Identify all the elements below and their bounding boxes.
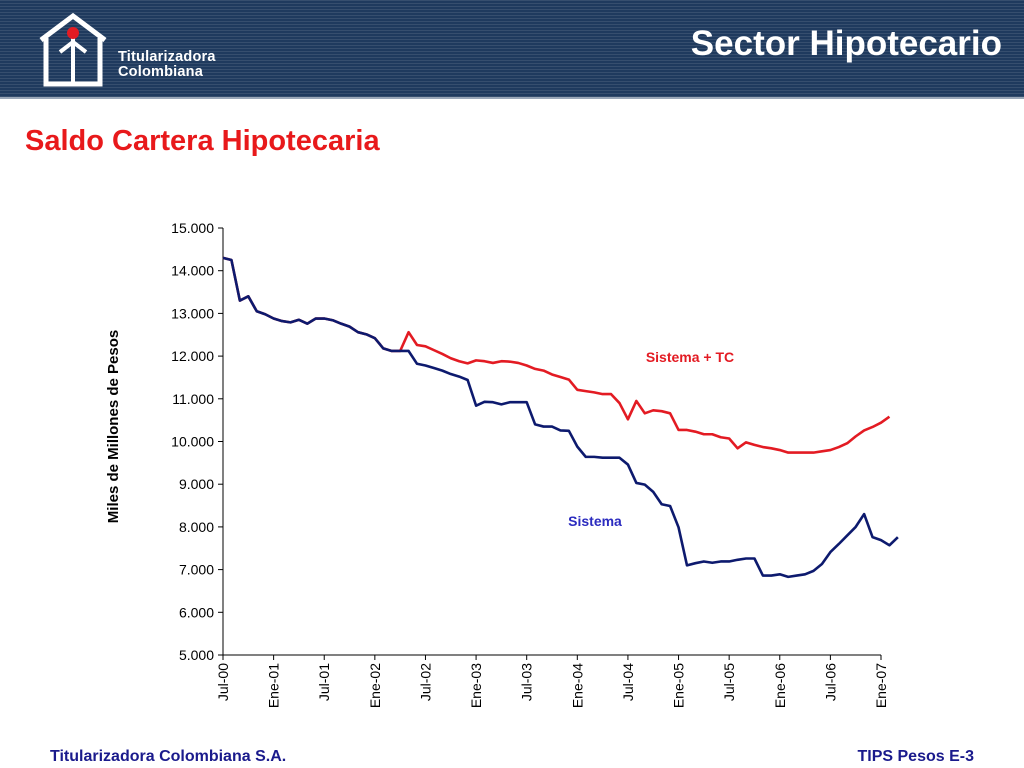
y-axis-title: Miles de Millones de Pesos xyxy=(105,330,122,523)
footer-company: Titularizadora Colombiana S.A. xyxy=(50,748,287,765)
y-tick-label: 7.000 xyxy=(179,562,214,578)
x-tick-label: Ene-05 xyxy=(671,663,687,708)
x-tick-label: Ene-07 xyxy=(873,663,889,708)
page-title: Saldo Cartera Hipotecaria xyxy=(25,125,380,157)
x-tick-label: Jul-03 xyxy=(519,663,535,701)
x-tick-label: Ene-04 xyxy=(569,663,585,708)
footer-page-label: TIPS Pesos E-3 xyxy=(857,748,975,765)
x-tick-label: Jul-02 xyxy=(417,663,433,701)
house-logo-icon xyxy=(39,12,107,87)
y-tick-label: 11.000 xyxy=(172,391,214,407)
y-tick-label: 13.000 xyxy=(171,305,214,321)
x-tick-label: Jul-04 xyxy=(620,663,636,701)
header-banner: Titularizadora Colombiana Sector Hipotec… xyxy=(0,0,1024,99)
section-title: Sector Hipotecario xyxy=(690,24,1002,63)
x-tick-label: Jul-01 xyxy=(316,663,332,701)
brand-line-2: Colombiana xyxy=(118,64,203,80)
series-label-sistema-tc: Sistema + TC xyxy=(646,349,734,365)
x-tick-label: Ene-03 xyxy=(468,663,484,708)
y-tick-label: 5.000 xyxy=(179,647,214,663)
x-tick-label: Jul-05 xyxy=(721,663,737,701)
y-tick-label: 6.000 xyxy=(179,604,214,620)
x-tick-label: Jul-00 xyxy=(215,663,231,701)
series-line-sistema-tc xyxy=(222,256,891,454)
brand-name: Titularizadora Colombiana xyxy=(118,50,216,80)
series-label-sistema: Sistema xyxy=(568,513,622,529)
series-line-sistema xyxy=(222,256,899,579)
y-tick-label: 8.000 xyxy=(179,519,214,535)
y-tick-label: 14.000 xyxy=(171,263,214,279)
x-tick-label: Ene-01 xyxy=(266,663,282,708)
x-tick-label: Ene-06 xyxy=(772,663,788,708)
brand-line-1: Titularizadora xyxy=(118,49,216,65)
x-tick-label: Ene-02 xyxy=(367,663,383,708)
x-tick-label: Jul-06 xyxy=(822,663,838,701)
y-tick-label: 10.000 xyxy=(171,434,214,450)
y-tick-label: 15.000 xyxy=(171,220,214,236)
y-tick-label: 9.000 xyxy=(179,476,214,492)
y-tick-label: 12.000 xyxy=(171,348,214,364)
